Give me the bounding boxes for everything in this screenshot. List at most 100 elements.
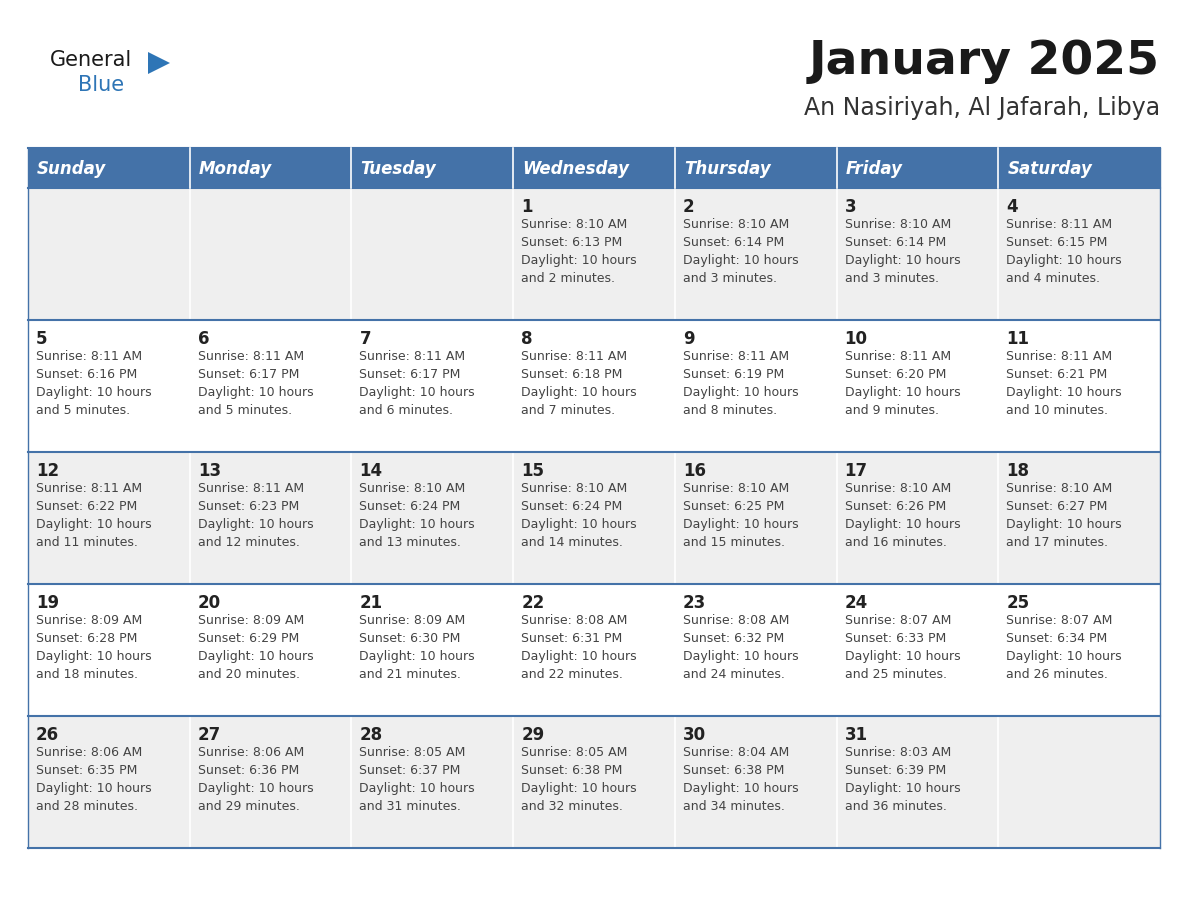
Text: Daylight: 10 hours: Daylight: 10 hours [36,518,152,531]
Text: 31: 31 [845,726,867,744]
Bar [998,148,1159,188]
Text: 9: 9 [683,330,695,348]
Text: and 11 minutes.: and 11 minutes. [36,536,138,549]
Text: Sunset: 6:17 PM: Sunset: 6:17 PM [360,368,461,381]
Text: Daylight: 10 hours: Daylight: 10 hours [845,254,960,267]
Text: Sunrise: 8:10 AM: Sunrise: 8:10 AM [845,218,950,231]
Text: 12: 12 [36,462,59,480]
Bar [836,148,998,188]
Text: and 2 minutes.: and 2 minutes. [522,272,615,285]
Text: Daylight: 10 hours: Daylight: 10 hours [36,650,152,663]
Bar [190,452,352,584]
Text: and 12 minutes.: and 12 minutes. [197,536,299,549]
Text: Sunset: 6:16 PM: Sunset: 6:16 PM [36,368,138,381]
Text: Sunset: 6:19 PM: Sunset: 6:19 PM [683,368,784,381]
Text: 18: 18 [1006,462,1029,480]
Bar [998,320,1159,452]
Text: Friday: Friday [846,160,903,178]
Bar [29,320,190,452]
Bar [513,320,675,452]
Text: Sunset: 6:38 PM: Sunset: 6:38 PM [683,764,784,777]
Text: 29: 29 [522,726,544,744]
Text: Sunset: 6:39 PM: Sunset: 6:39 PM [845,764,946,777]
Text: 6: 6 [197,330,209,348]
Text: and 29 minutes.: and 29 minutes. [197,800,299,813]
Text: 7: 7 [360,330,371,348]
Bar [29,148,190,188]
Text: Monday: Monday [198,160,272,178]
Bar [675,716,836,848]
Text: and 7 minutes.: and 7 minutes. [522,404,615,417]
Text: and 18 minutes.: and 18 minutes. [36,668,138,681]
Text: Sunset: 6:24 PM: Sunset: 6:24 PM [360,500,461,513]
Text: Daylight: 10 hours: Daylight: 10 hours [1006,254,1121,267]
Bar [29,716,190,848]
Text: 1: 1 [522,198,532,216]
Text: 30: 30 [683,726,706,744]
Text: Sunset: 6:34 PM: Sunset: 6:34 PM [1006,632,1107,645]
Text: and 26 minutes.: and 26 minutes. [1006,668,1108,681]
Bar [675,584,836,716]
Text: Daylight: 10 hours: Daylight: 10 hours [683,386,798,399]
Bar [998,188,1159,320]
Text: Sunset: 6:29 PM: Sunset: 6:29 PM [197,632,299,645]
Bar [675,148,836,188]
Text: 22: 22 [522,594,544,612]
Text: and 10 minutes.: and 10 minutes. [1006,404,1108,417]
Text: Sunrise: 8:10 AM: Sunrise: 8:10 AM [522,482,627,495]
Text: 17: 17 [845,462,867,480]
Text: and 6 minutes.: and 6 minutes. [360,404,454,417]
Text: Sunset: 6:35 PM: Sunset: 6:35 PM [36,764,138,777]
Text: Sunset: 6:32 PM: Sunset: 6:32 PM [683,632,784,645]
Text: Sunrise: 8:11 AM: Sunrise: 8:11 AM [1006,218,1112,231]
Text: Sunrise: 8:10 AM: Sunrise: 8:10 AM [683,482,789,495]
Text: Sunset: 6:15 PM: Sunset: 6:15 PM [1006,236,1107,249]
Text: Sunrise: 8:10 AM: Sunrise: 8:10 AM [845,482,950,495]
Text: Sunrise: 8:03 AM: Sunrise: 8:03 AM [845,746,950,759]
Text: Daylight: 10 hours: Daylight: 10 hours [683,518,798,531]
Text: Daylight: 10 hours: Daylight: 10 hours [197,650,314,663]
Text: Sunset: 6:24 PM: Sunset: 6:24 PM [522,500,623,513]
Bar [998,716,1159,848]
Text: Daylight: 10 hours: Daylight: 10 hours [360,386,475,399]
Text: Sunrise: 8:04 AM: Sunrise: 8:04 AM [683,746,789,759]
Text: Sunset: 6:18 PM: Sunset: 6:18 PM [522,368,623,381]
Text: Sunrise: 8:07 AM: Sunrise: 8:07 AM [1006,614,1113,627]
Text: January 2025: January 2025 [809,39,1159,84]
Text: Sunrise: 8:05 AM: Sunrise: 8:05 AM [360,746,466,759]
Text: 8: 8 [522,330,532,348]
Text: Sunrise: 8:10 AM: Sunrise: 8:10 AM [683,218,789,231]
Text: Daylight: 10 hours: Daylight: 10 hours [683,254,798,267]
Bar [29,188,190,320]
Text: Blue: Blue [78,75,124,95]
Text: 25: 25 [1006,594,1030,612]
Text: Daylight: 10 hours: Daylight: 10 hours [845,518,960,531]
Text: Daylight: 10 hours: Daylight: 10 hours [197,386,314,399]
Bar [836,320,998,452]
Text: Sunrise: 8:11 AM: Sunrise: 8:11 AM [1006,350,1112,363]
Text: Daylight: 10 hours: Daylight: 10 hours [360,650,475,663]
Text: General: General [50,50,132,70]
Text: 11: 11 [1006,330,1029,348]
Bar [190,584,352,716]
Bar [836,452,998,584]
Text: Wednesday: Wednesday [523,160,630,178]
Bar [190,320,352,452]
Text: Sunset: 6:38 PM: Sunset: 6:38 PM [522,764,623,777]
Text: Daylight: 10 hours: Daylight: 10 hours [1006,518,1121,531]
Text: 23: 23 [683,594,706,612]
Bar [352,188,513,320]
Text: Sunrise: 8:11 AM: Sunrise: 8:11 AM [36,350,143,363]
Text: Daylight: 10 hours: Daylight: 10 hours [522,254,637,267]
Text: Sunset: 6:36 PM: Sunset: 6:36 PM [197,764,299,777]
Text: Sunset: 6:20 PM: Sunset: 6:20 PM [845,368,946,381]
Text: Daylight: 10 hours: Daylight: 10 hours [36,782,152,795]
Text: 15: 15 [522,462,544,480]
Text: Daylight: 10 hours: Daylight: 10 hours [522,518,637,531]
Text: 2: 2 [683,198,695,216]
Text: Sunset: 6:26 PM: Sunset: 6:26 PM [845,500,946,513]
Text: 28: 28 [360,726,383,744]
Text: An Nasiriyah, Al Jafarah, Libya: An Nasiriyah, Al Jafarah, Libya [804,96,1159,120]
Text: Daylight: 10 hours: Daylight: 10 hours [522,782,637,795]
Text: Sunrise: 8:07 AM: Sunrise: 8:07 AM [845,614,950,627]
